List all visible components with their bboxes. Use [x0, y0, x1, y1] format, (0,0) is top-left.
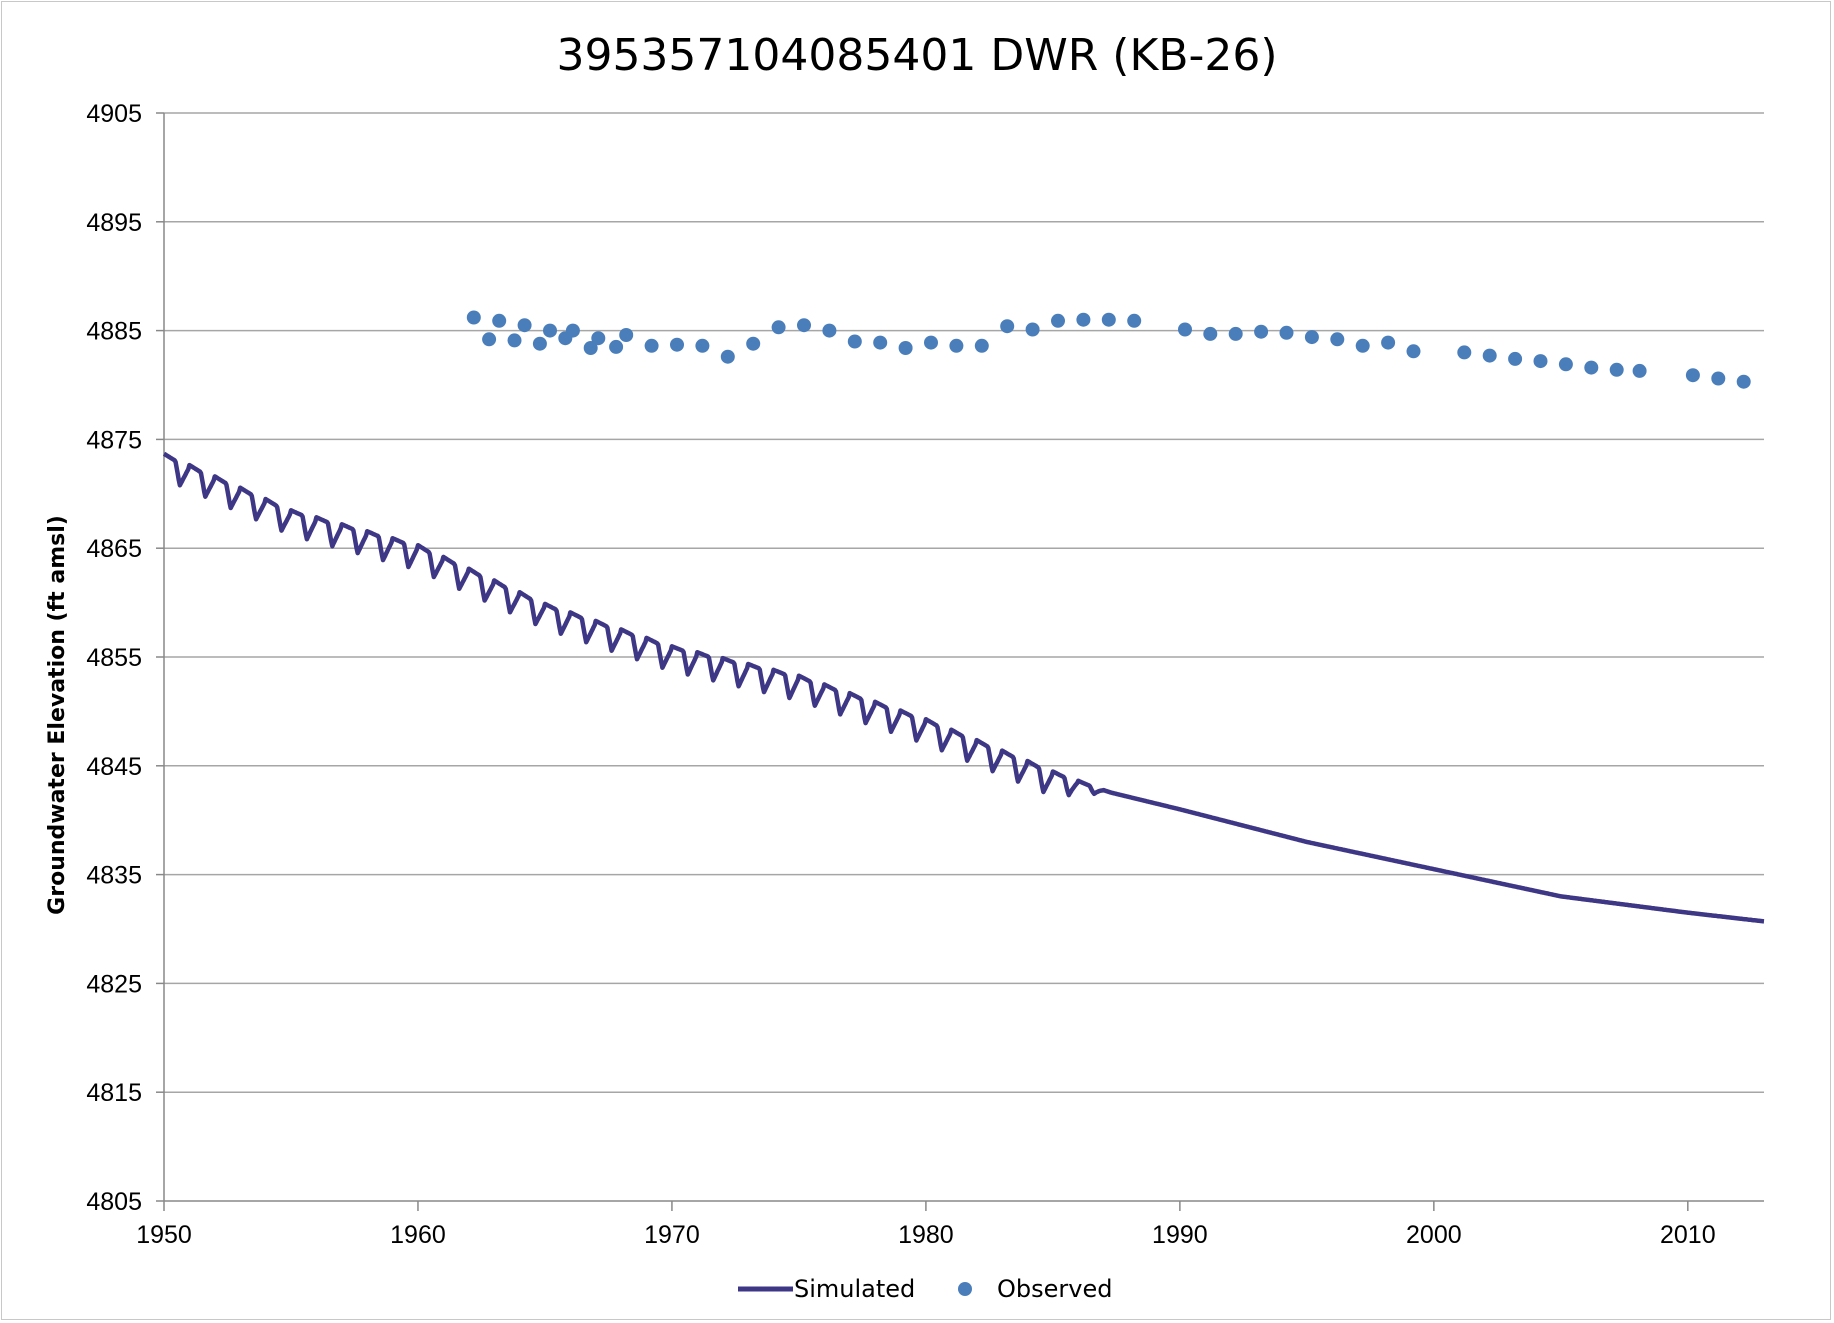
- y-tick-label: 4825: [86, 970, 142, 998]
- x-tick-labels: 1950 1960 1970 1980 1990 2000 2010: [136, 1221, 1715, 1249]
- observed-point: [670, 337, 684, 352]
- observed-point: [609, 339, 624, 354]
- observed-point: [695, 338, 710, 353]
- legend-observed-swatch: [958, 1282, 972, 1296]
- observed-point: [1076, 312, 1091, 327]
- observed-point: [1406, 344, 1421, 359]
- observed-point: [619, 328, 634, 342]
- observed-point: [543, 323, 557, 338]
- observed-point: [1304, 330, 1319, 345]
- y-tick-label: 4895: [86, 209, 142, 237]
- y-tick-label: 4885: [86, 318, 142, 346]
- observed-point: [532, 336, 547, 351]
- observed-point: [1508, 351, 1523, 366]
- observed-point: [1632, 363, 1647, 378]
- y-tick-label: 4865: [86, 535, 142, 563]
- observed-point: [1178, 322, 1192, 337]
- legend-observed-label: Observed: [997, 1275, 1112, 1303]
- x-tick-label: 1980: [898, 1221, 954, 1249]
- observed-point: [1279, 325, 1294, 340]
- observed-point: [873, 335, 888, 350]
- y-tick-label: 4815: [86, 1079, 142, 1107]
- observed-point: [482, 332, 497, 347]
- observed-point: [974, 338, 989, 353]
- y-tick-label: 4805: [86, 1188, 142, 1216]
- y-tick-label: 4905: [86, 100, 142, 128]
- observed-point: [507, 333, 522, 348]
- observed-point: [1609, 362, 1624, 377]
- observed-point: [517, 318, 532, 333]
- observed-point: [924, 335, 938, 350]
- observed-point: [1736, 374, 1751, 389]
- observed-point: [565, 323, 580, 338]
- observed-point: [1025, 322, 1040, 337]
- observed-point: [1482, 348, 1497, 363]
- observed-point: [746, 336, 761, 351]
- observed-point: [797, 318, 811, 333]
- observed-point: [1711, 371, 1726, 386]
- observed-point: [1330, 332, 1345, 347]
- observed-point: [1533, 354, 1548, 369]
- legend: Simulated Observed: [738, 1275, 1112, 1303]
- observed-point: [847, 334, 862, 349]
- observed-point: [1558, 357, 1573, 372]
- legend-simulated-label: Simulated: [794, 1275, 915, 1303]
- observed-point: [1457, 345, 1472, 360]
- y-tick-label: 4845: [86, 753, 142, 781]
- observed-point: [822, 323, 837, 338]
- simulated-line: [162, 451, 1766, 924]
- x-tick-label: 2000: [1406, 1221, 1462, 1249]
- observed-point: [1685, 368, 1700, 383]
- observed-point: [1101, 312, 1116, 327]
- y-tick-label: 4875: [86, 426, 142, 454]
- observed-point: [949, 338, 964, 353]
- y-tick-label: 4835: [86, 862, 142, 890]
- axes: [156, 112, 1764, 1211]
- observed-point: [720, 349, 735, 364]
- y-tick-label: 4855: [86, 644, 142, 672]
- observed-point: [492, 313, 507, 328]
- observed-point: [1228, 326, 1243, 341]
- observed-point: [466, 310, 481, 325]
- observed-point: [1203, 326, 1218, 341]
- x-tick-label: 2010: [1660, 1221, 1716, 1249]
- x-tick-label: 1970: [644, 1221, 700, 1249]
- observed-point: [1000, 319, 1015, 334]
- observed-point: [1381, 335, 1396, 350]
- x-tick-label: 1950: [136, 1221, 192, 1249]
- observed-point: [1355, 338, 1370, 353]
- observed-point: [1127, 313, 1142, 328]
- y-axis-label: Groundwater Elevation (ft amsl): [45, 515, 70, 915]
- plot-area: [162, 310, 1766, 924]
- x-tick-label: 1960: [390, 1221, 446, 1249]
- observed-point: [1584, 360, 1599, 375]
- chart-title: 395357104085401 DWR (KB-26): [556, 30, 1277, 81]
- observed-point: [1051, 313, 1065, 328]
- gridlines: [164, 112, 1764, 1093]
- observed-point: [1254, 324, 1269, 339]
- observed-point: [771, 320, 786, 335]
- observed-point: [591, 331, 606, 346]
- y-tick-labels: 4805 4815 4825 4835 4845 4855 4865 4875 4885 4895…: [86, 100, 142, 1216]
- observed-point: [644, 338, 659, 353]
- observed-point: [583, 341, 598, 355]
- x-tick-label: 1990: [1152, 1221, 1208, 1249]
- observed-point: [898, 341, 913, 355]
